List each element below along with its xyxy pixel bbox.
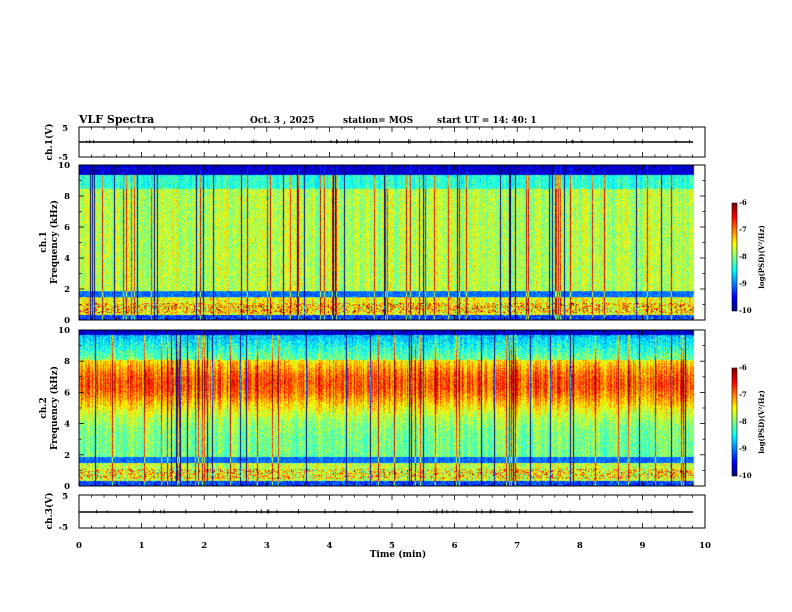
ch1-cb-tick-4: -10 — [739, 306, 752, 315]
freq-tick-label: 0 — [64, 482, 70, 492]
ch2-spectrogram-image — [79, 330, 705, 486]
ch3-voltage-noise — [95, 509, 678, 514]
ch1-colorbar-frame — [731, 202, 738, 312]
ch2-spectrogram-panel: 0 2 4 6 8 10 ch.2 Frequency (kHz) -6 -7 -8 -9… — [39, 326, 766, 492]
ch1-voltage-noise — [86, 139, 690, 144]
x-tick-label: 3 — [264, 541, 270, 551]
ch1-ytick-bottom: -5 — [59, 153, 69, 163]
freq-tick-label: 4 — [64, 420, 70, 430]
x-tick-label: 10 — [699, 541, 711, 551]
time-axis-tick-labels: 0 1 2 3 4 5 6 7 8 9 10 — [76, 541, 711, 551]
x-tick-label: 2 — [201, 541, 207, 551]
ch3-voltage-x-ticks — [78, 495, 706, 528]
ch1-ytick-top: 5 — [62, 124, 68, 134]
ch2-cb-tick-1: -7 — [739, 390, 747, 399]
ch2-colorbar-frame — [731, 367, 738, 477]
freq-tick-label: 6 — [64, 223, 70, 233]
freq-tick-label: 4 — [64, 254, 70, 264]
ch2-spectrogram-ticks — [78, 329, 706, 487]
ch1-cb-tick-1: -7 — [739, 225, 747, 234]
ch2-cb-tick-0: -6 — [739, 363, 747, 372]
x-tick-label: 9 — [639, 541, 645, 551]
ch1-spectrogram-panel: 0 2 4 6 8 10 ch.1 Frequency (kHz) -6 -7 -8 -9… — [39, 161, 766, 326]
x-tick-label: 5 — [389, 541, 395, 551]
x-tick-label: 6 — [452, 541, 458, 551]
ch3-voltage-panel: 5 -5 ch.3(V) — [44, 492, 706, 533]
ch1-spectrogram-image — [79, 165, 705, 320]
ch2-cb-tick-2: -8 — [739, 417, 747, 426]
ch1-cb-tick-3: -9 — [739, 279, 747, 288]
x-tick-label: 4 — [326, 541, 332, 551]
ch2-colorbar-label: log(PSD)(V²/Hz) — [757, 390, 766, 454]
x-tick-label: 7 — [514, 541, 520, 551]
freq-tick-label: 10 — [58, 161, 70, 171]
freq-tick-label: 0 — [64, 316, 70, 326]
freq-tick-label: 8 — [64, 357, 70, 367]
ch1-spectrogram-ylabel-freq: Frequency (kHz) — [49, 200, 60, 284]
ch3-ytick-bottom: -5 — [59, 523, 69, 533]
ch1-freq-tick-labels: 0 2 4 6 8 10 — [58, 161, 70, 326]
ch1-voltage-panel: 5 -5 ch.1(V) — [44, 124, 706, 163]
date-label: Oct. 3 , 2025 — [250, 116, 314, 126]
freq-tick-label: 10 — [58, 326, 70, 336]
ch1-spectrogram-ticks — [78, 164, 706, 321]
freq-tick-label: 2 — [64, 451, 70, 461]
ch2-cb-tick-3: -9 — [739, 444, 747, 453]
station-label: station= MOS — [343, 116, 413, 126]
freq-tick-label: 6 — [64, 388, 70, 398]
ch1-spectrogram-ylabel-channel: ch.1 — [39, 231, 49, 252]
ch2-spectrogram-ylabel-freq: Frequency (kHz) — [49, 366, 60, 450]
ch1-cb-tick-2: -8 — [739, 252, 747, 261]
ch1-voltage-x-ticks — [78, 127, 706, 157]
ch3-ytick-top: 5 — [62, 492, 68, 502]
ch3-voltage-ylabel: ch.3(V) — [44, 493, 55, 530]
freq-tick-label: 2 — [64, 285, 70, 295]
time-axis-label: Time (min) — [370, 549, 427, 560]
ch1-cb-tick-0: -6 — [739, 198, 747, 207]
ch1-voltage-ylabel: ch.1(V) — [44, 124, 55, 161]
ch2-cb-tick-4: -10 — [739, 471, 752, 480]
ch2-colorbar — [732, 368, 737, 476]
ch1-colorbar — [732, 203, 737, 311]
x-tick-label: 8 — [577, 541, 583, 551]
x-tick-label: 0 — [76, 541, 82, 551]
x-tick-label: 1 — [139, 541, 145, 551]
ch2-spectrogram-ylabel-channel: ch.2 — [39, 397, 49, 418]
ch2-freq-tick-labels: 0 2 4 6 8 10 — [58, 326, 70, 492]
freq-tick-label: 8 — [64, 192, 70, 202]
chart-title: VLF Spectra — [78, 113, 154, 126]
start-time-label: start UT = 14: 40: 1 — [437, 116, 537, 126]
ch1-colorbar-label: log(PSD)(V²/Hz) — [757, 225, 766, 289]
